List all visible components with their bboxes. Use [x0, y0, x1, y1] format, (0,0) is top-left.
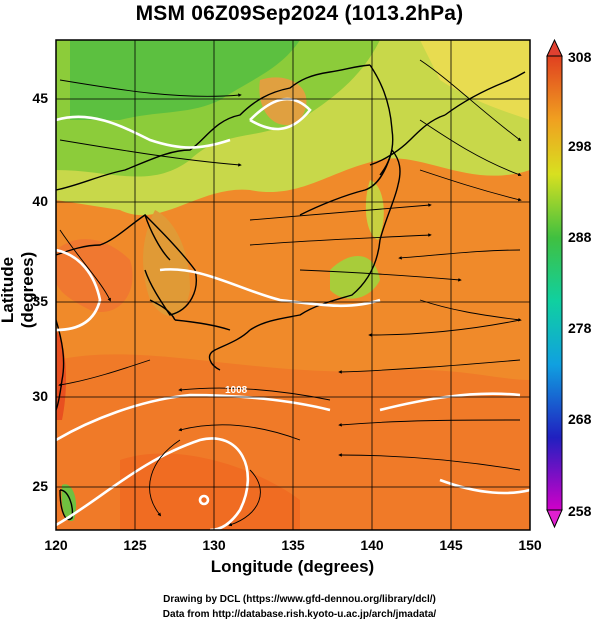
x-tick-label: 135	[281, 537, 305, 553]
colorbar-gradient	[546, 55, 563, 511]
credit-data-source: Data from http://database.rish.kyoto-u.a…	[162, 609, 437, 620]
lat-lon-grid	[56, 40, 530, 530]
y-axis-label: Latitude (degrees)	[0, 251, 37, 329]
x-tick-label: 140	[360, 537, 384, 553]
y-tick-label: 30	[32, 388, 48, 404]
map-title: MSM 06Z09Sep2024 (1013.2hPa)	[135, 2, 464, 25]
colorbar-tick-label: 268	[568, 411, 592, 427]
isobar-label-1008: 1008	[225, 385, 248, 396]
colorbar	[546, 38, 563, 529]
x-tick-label: 120	[44, 537, 68, 553]
x-tick-label: 125	[123, 537, 147, 553]
y-tick-label: 40	[32, 193, 48, 209]
colorbar-tick-label: 288	[568, 229, 592, 245]
streamlines	[58, 59, 522, 527]
y-tick-label: 35	[32, 293, 48, 309]
isobars	[56, 97, 530, 530]
colorbar-min-triangle	[546, 509, 563, 529]
x-tick-label: 130	[202, 537, 226, 553]
colorbar-tick-label: 258	[568, 503, 592, 519]
x-tick-label: 150	[518, 537, 542, 553]
x-axis-label: Longitude (degrees)	[210, 557, 375, 576]
colorbar-tick-label: 308	[568, 49, 592, 65]
y-tick-label: 45	[32, 90, 48, 106]
x-tick-label: 145	[439, 537, 463, 553]
colorbar-max-triangle	[546, 38, 563, 57]
colorbar-tick-label: 298	[568, 138, 592, 154]
plot-frame	[55, 39, 531, 531]
colorbar-tick-label: 278	[568, 320, 592, 336]
y-tick-label: 25	[32, 478, 48, 494]
credit-drawing: Drawing by DCL (https://www.gfd-dennou.o…	[163, 594, 436, 605]
